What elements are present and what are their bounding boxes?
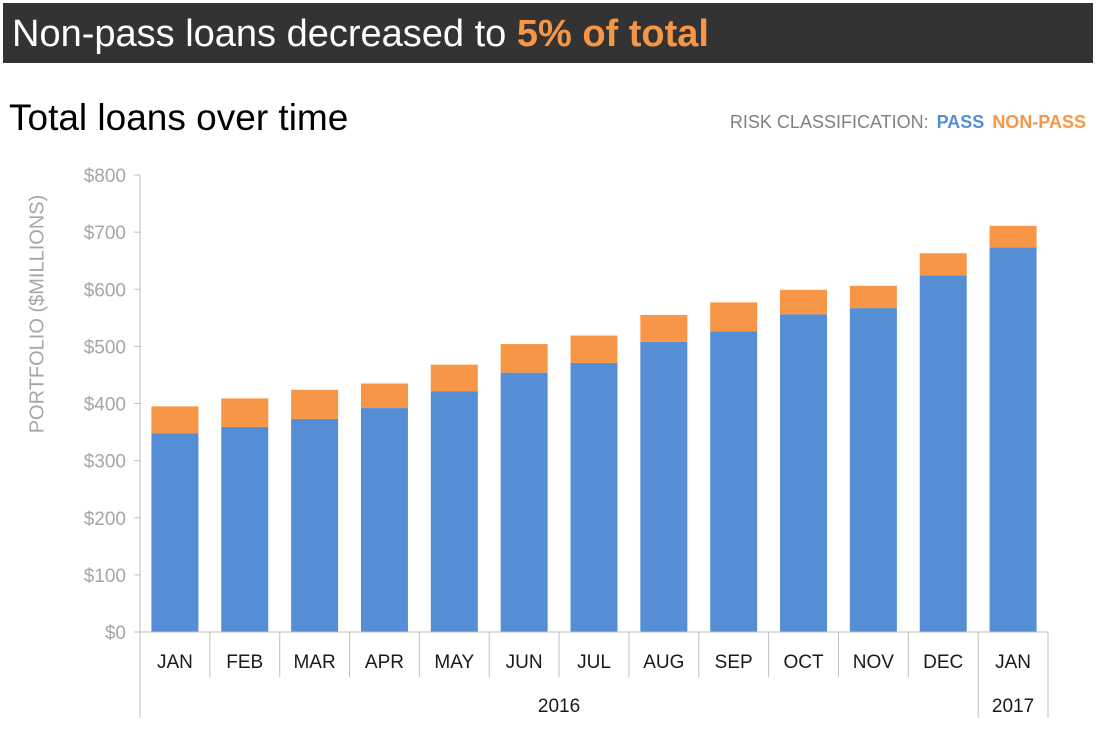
y-tick-label: $400 xyxy=(84,395,126,416)
x-tick-label: FEB xyxy=(226,652,263,673)
y-tick-label: $600 xyxy=(84,280,126,301)
bar-non-pass xyxy=(710,302,758,332)
x-tick-label: APR xyxy=(365,652,404,673)
bar-pass xyxy=(710,331,758,632)
y-tick-label: $700 xyxy=(84,223,126,244)
bar-non-pass xyxy=(780,289,828,315)
x-tick-label: SEP xyxy=(715,652,753,673)
bar-pass xyxy=(291,418,339,632)
y-tick-label: $500 xyxy=(84,337,126,358)
bar-non-pass xyxy=(570,335,618,363)
x-tick-label: NOV xyxy=(853,652,895,673)
bar-pass xyxy=(360,408,408,632)
bar-non-pass xyxy=(151,406,199,434)
x-tick-label: JAN xyxy=(157,652,193,673)
x-tick-label: AUG xyxy=(643,652,684,673)
y-tick-label: $0 xyxy=(105,623,126,644)
legend-pass: PASS xyxy=(936,112,985,132)
x-group-label: 2017 xyxy=(992,696,1034,717)
x-tick-label: OCT xyxy=(783,652,824,673)
y-tick-label: $200 xyxy=(84,509,126,530)
bar-non-pass xyxy=(640,314,688,342)
bar-non-pass xyxy=(500,344,548,373)
x-tick-label: MAY xyxy=(434,652,474,673)
bar-non-pass xyxy=(360,383,408,409)
legend-title: RISK CLASSIFICATION: xyxy=(729,112,929,132)
bar-pass xyxy=(500,372,548,632)
bar-pass xyxy=(221,426,269,632)
y-tick-label: $800 xyxy=(84,166,126,187)
bar-pass xyxy=(570,362,618,632)
headline-banner: Non-pass loans decreased to 5% of total xyxy=(3,3,1093,63)
bar-pass xyxy=(989,247,1037,632)
x-tick-label: DEC xyxy=(923,652,963,673)
bar-pass xyxy=(919,275,967,632)
chart-title: Total loans over time xyxy=(9,97,349,138)
x-tick-label: JUN xyxy=(506,652,543,673)
x-tick-label: JUL xyxy=(577,652,611,673)
bar-non-pass xyxy=(430,364,478,392)
x-group-label: 2016 xyxy=(538,696,580,717)
chart-legend: RISK CLASSIFICATION: PASS NON-PASS xyxy=(730,111,1086,133)
bar-pass xyxy=(640,341,688,632)
bar-pass xyxy=(151,433,199,632)
y-tick-label: $300 xyxy=(84,452,126,473)
bar-non-pass xyxy=(919,253,967,276)
x-tick-label: MAR xyxy=(293,652,335,673)
bar-non-pass xyxy=(989,225,1037,248)
headline-prefix: Non-pass loans decreased to xyxy=(12,13,517,55)
bar-pass xyxy=(780,314,828,632)
y-tick-label: $100 xyxy=(84,566,126,587)
x-tick-label: JAN xyxy=(995,652,1031,673)
headline-highlight: 5% of total xyxy=(516,13,709,55)
legend-non-pass: NON-PASS xyxy=(992,112,1086,132)
bar-non-pass xyxy=(291,389,339,419)
headline: Non-pass loans decreased to 5% of total xyxy=(12,12,709,56)
bar-pass xyxy=(430,391,478,632)
bar-non-pass xyxy=(221,398,269,427)
bar-pass xyxy=(849,308,897,632)
bar-non-pass xyxy=(849,285,897,309)
